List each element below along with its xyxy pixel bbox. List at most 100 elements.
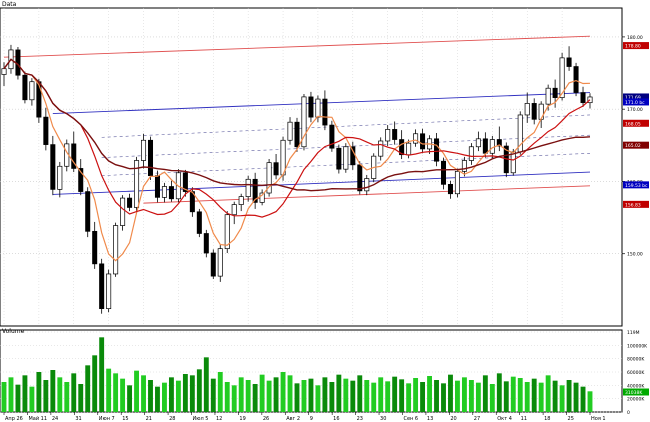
candle-body xyxy=(559,57,565,98)
candle xyxy=(434,133,440,167)
candle xyxy=(147,136,154,181)
date-axis-label: Июл 5 xyxy=(193,416,209,422)
candle-body xyxy=(434,138,440,162)
candle xyxy=(336,144,342,174)
volume-bar xyxy=(301,380,307,412)
candle-body xyxy=(580,92,586,104)
candle-body xyxy=(29,81,35,101)
volume-bar xyxy=(203,357,209,412)
date-axis-label: 11 xyxy=(521,416,527,422)
volume-bar xyxy=(434,380,439,412)
volume-bar xyxy=(196,369,202,412)
price-tag-label: 165.02 xyxy=(625,143,641,149)
date-axis-label: 24 xyxy=(52,416,58,422)
candle-body xyxy=(489,139,495,154)
volume-bar xyxy=(399,379,405,412)
volume-bar xyxy=(15,384,21,412)
volume-bar xyxy=(106,368,112,412)
volume-bar xyxy=(36,372,42,412)
date-axis-label: Апр 26 xyxy=(5,416,23,422)
candle-body xyxy=(385,129,391,142)
candle-body xyxy=(113,225,119,275)
candle xyxy=(238,193,244,212)
candle xyxy=(85,187,91,238)
candlestick-series xyxy=(1,44,593,314)
date-axis-label: 15 xyxy=(122,416,128,422)
volume-bar xyxy=(217,372,223,412)
volume-bar xyxy=(238,377,244,412)
volume-bar xyxy=(294,383,300,412)
candle xyxy=(454,168,460,198)
volume-bar xyxy=(336,374,342,412)
price-tag: 156.83 xyxy=(623,200,649,208)
candle xyxy=(259,189,265,206)
price-tag-label: 156.83 xyxy=(625,202,641,208)
candle-body xyxy=(454,170,460,195)
candle-body xyxy=(287,121,293,141)
volume-bar xyxy=(120,378,126,412)
candle-body xyxy=(43,116,49,145)
candle xyxy=(43,107,49,151)
date-x-axis: Апр 26 Май 11 24 31 Июн 7 15 21 28 Июл 5 12 19 26 Ав… xyxy=(3,412,606,422)
candle xyxy=(517,111,523,155)
candle-body xyxy=(552,87,558,98)
volume-panel-label: Volume xyxy=(2,328,25,335)
candle xyxy=(392,121,398,145)
volume-bar xyxy=(315,385,321,412)
candle-body xyxy=(224,214,230,250)
candle xyxy=(217,245,223,282)
price-tag-box xyxy=(623,93,649,101)
candle xyxy=(113,222,119,277)
date-axis-label: Сен 6 xyxy=(403,416,418,422)
volume-axis-label: 80000K xyxy=(627,357,645,363)
price-tag-box xyxy=(623,119,649,127)
volume-bar xyxy=(503,381,509,412)
volume-bar xyxy=(308,378,314,412)
moving-average-line xyxy=(3,58,591,192)
candle-body xyxy=(210,252,216,277)
volume-bar xyxy=(482,375,488,412)
candle xyxy=(447,180,453,199)
volume-bar xyxy=(545,375,551,412)
volume-bar xyxy=(559,385,565,412)
candle-body xyxy=(168,186,174,200)
candle xyxy=(294,117,300,152)
volume-bar xyxy=(378,377,384,412)
candle xyxy=(461,156,467,177)
candle xyxy=(573,62,579,97)
candle xyxy=(468,143,474,165)
moving-average-line xyxy=(3,58,591,218)
price-tag-label: 159.53 bc xyxy=(625,183,648,189)
candle-body xyxy=(196,211,202,234)
volume-bar xyxy=(168,377,174,412)
candle-body xyxy=(294,121,300,148)
volume-bar xyxy=(448,374,453,412)
date-axis-label: Окт 4 xyxy=(497,416,512,422)
volume-bar xyxy=(357,375,363,412)
candle-body xyxy=(85,191,91,232)
candle xyxy=(524,92,530,123)
candle xyxy=(287,117,293,145)
candle xyxy=(496,126,502,152)
volume-bar xyxy=(245,380,251,412)
volume-bar xyxy=(155,386,160,412)
date-axis-label: 13 xyxy=(427,416,433,422)
candle xyxy=(78,159,84,196)
date-axis-label: 25 xyxy=(568,416,574,422)
candle xyxy=(440,157,447,190)
volume-bar xyxy=(57,377,63,412)
candle xyxy=(245,175,251,202)
candle-body xyxy=(524,103,530,116)
candle xyxy=(141,133,147,169)
volume-bar xyxy=(427,376,432,412)
date-axis-label: 28 xyxy=(169,416,175,422)
price-tag: 178.80 xyxy=(623,42,649,50)
volume-bar xyxy=(85,365,91,412)
candle xyxy=(127,193,133,212)
candle xyxy=(50,135,56,196)
candle xyxy=(134,156,140,212)
candle xyxy=(503,142,509,178)
candle-body xyxy=(57,165,63,190)
candle-body xyxy=(315,98,321,118)
candle-body xyxy=(364,178,370,192)
